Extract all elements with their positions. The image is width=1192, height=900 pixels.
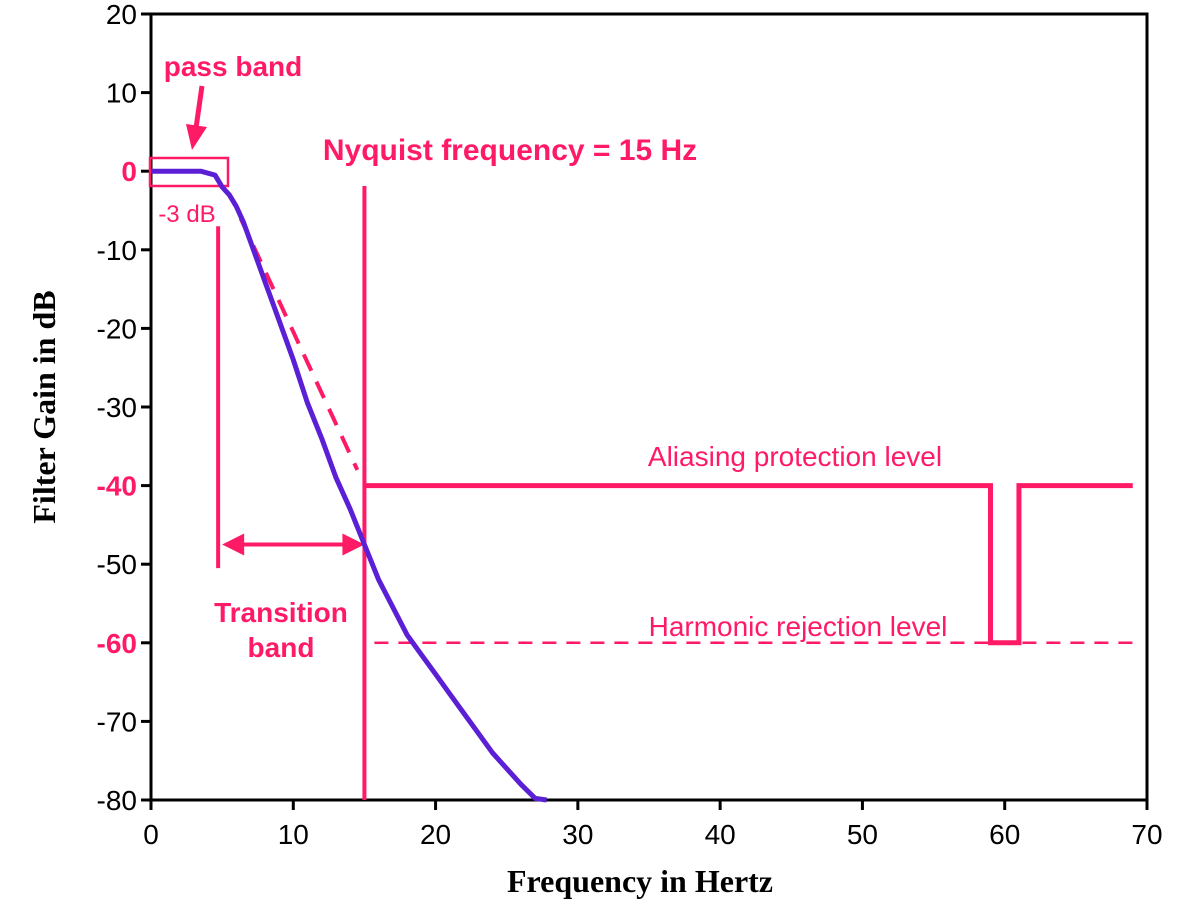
pass-band-arrow-shaft [193,85,205,129]
y-tick-label: -20 [97,313,137,344]
transition-arrow-head-left [222,533,245,556]
harmonic-label: Harmonic rejection level [649,611,948,642]
pass-band-label: pass band [164,51,302,82]
filter-response-curve [151,168,547,803]
y-tick-label: -40 [97,471,137,502]
y-tick-label: 20 [106,0,137,30]
transition-label-line2: band [248,632,315,663]
nyquist-label: Nyquist frequency = 15 Hz [323,134,697,167]
x-tick-label: 30 [562,819,593,850]
x-tick-label: 40 [705,819,736,850]
y-tick-label: -60 [97,628,137,659]
plot-frame [149,12,1149,802]
x-tick-label: 0 [143,819,159,850]
transition-label-line1: Transition [214,597,348,628]
y-axis-title: Filter Gain in dB [26,290,62,523]
minus3db-label: -3 dB [158,201,215,228]
pass-band-box [148,156,230,188]
y-tick-label: 0 [121,156,137,187]
x-axis-title: Frequency in Hertz [507,863,773,899]
annotations-layer: pass band -3 dB Nyquist frequency = 15 H… [148,51,1133,800]
ideal-slope-dashed-line [238,217,360,471]
x-tick-label: 70 [1131,819,1162,850]
x-tick-label: 20 [420,819,451,850]
y-tick-label: -10 [97,235,137,266]
x-tick-label: 50 [847,819,878,850]
y-axis-ticks: 20 10 0 -10 -20 -30 -40 -50 -60 -70 -80 [97,0,151,816]
aliasing-label: Aliasing protection level [648,441,942,472]
y-tick-label: -70 [97,706,137,737]
y-tick-label: -50 [97,549,137,580]
y-tick-label: -80 [97,785,137,816]
y-tick-label: -30 [97,392,137,423]
transition-arrow-head-right [342,533,365,556]
x-tick-label: 60 [989,819,1020,850]
y-tick-label: 10 [106,78,137,109]
x-axis-ticks: 0 10 20 30 40 50 60 70 [143,800,1163,850]
x-tick-label: 10 [278,819,309,850]
pass-band-arrow-head [186,124,207,150]
